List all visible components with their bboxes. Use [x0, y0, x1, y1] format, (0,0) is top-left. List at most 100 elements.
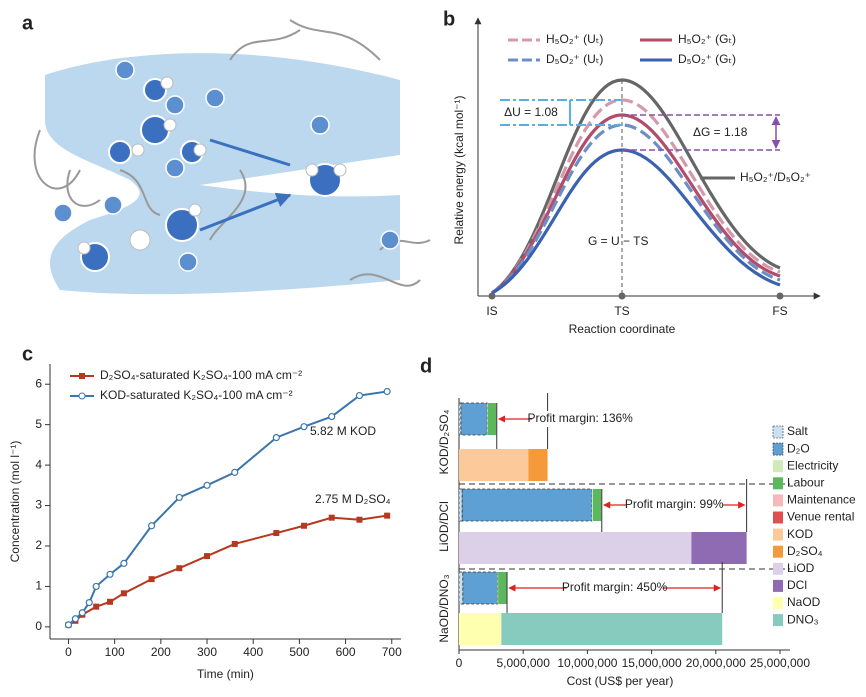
x-tick-label: 0 — [456, 656, 463, 670]
bar-segment — [459, 449, 529, 481]
x-tick-label: 100 — [105, 645, 125, 659]
bar-segment — [498, 572, 507, 604]
bar-segment — [459, 532, 692, 564]
marker — [148, 576, 155, 583]
marker — [383, 387, 391, 396]
legend-key — [773, 562, 783, 575]
y-tick-label: 0 — [35, 619, 42, 633]
marker — [273, 530, 280, 537]
margin-label: Profit margin: 136% — [527, 411, 633, 425]
y-tick-label: 4 — [35, 457, 42, 471]
bar-segment — [691, 532, 747, 564]
x-axis-title: Reaction coordinate — [569, 322, 676, 336]
y-tick-label: KOD/D₂SO₄ — [437, 409, 451, 474]
equation: G = U − TS — [588, 234, 648, 248]
marker — [328, 514, 335, 521]
x-tick-label: 700 — [382, 645, 402, 659]
x-axis-title: Time (min) — [197, 667, 254, 681]
legend-key — [773, 545, 783, 558]
legend-label: D₂O — [787, 441, 810, 455]
delta-u: ΔU = 1.08 — [504, 105, 558, 119]
margin-label: Profit margin: 450% — [562, 580, 668, 594]
panel-label: b — [443, 8, 455, 30]
gray-label: H₅O₂⁺/D₅O₂⁺ — [740, 170, 811, 184]
marker — [384, 512, 391, 519]
annotation: 5.82 M KOD — [310, 424, 376, 438]
x-tick-label: 25,000,000 — [750, 656, 810, 670]
legend-label: KOD-saturated K₂SO₄-100 mA cm⁻² — [100, 388, 293, 402]
bar-segment — [487, 403, 497, 435]
marker — [120, 559, 128, 567]
marker — [64, 621, 73, 629]
marker — [301, 522, 308, 529]
legend-label: Venue rental — [787, 510, 854, 524]
legend-key — [773, 460, 783, 473]
chains — [33, 19, 431, 287]
bar-segment — [459, 613, 502, 645]
marker — [204, 553, 211, 560]
legend-key — [772, 425, 784, 439]
y-tick-label: 3 — [35, 498, 42, 512]
y-axis-title: Relative energy (kcal mol⁻¹) — [452, 95, 466, 244]
x-tick-label: 300 — [197, 645, 217, 659]
legend-label: DCl — [787, 578, 807, 592]
bar-segment — [458, 488, 463, 522]
legend-key — [772, 442, 784, 456]
legend-key — [773, 477, 783, 490]
legend-label: D₂SO₄ — [787, 544, 823, 558]
marker — [231, 468, 239, 476]
x-tick-label: 600 — [336, 645, 356, 659]
x-tick-label: 15,000,000 — [622, 656, 682, 670]
bar-segment — [461, 488, 593, 522]
y-tick-label: 1 — [35, 579, 42, 593]
x-tick-label: 20,000,000 — [686, 656, 746, 670]
legend-key — [773, 494, 783, 507]
marker — [93, 603, 100, 610]
marker — [85, 599, 93, 607]
bar-segment — [592, 489, 602, 521]
x-tick-label: 0 — [65, 645, 72, 659]
marker — [175, 493, 183, 502]
series-line — [67, 390, 388, 626]
legend-label: H₅O₂⁺ (Uₜ) — [546, 32, 603, 46]
atoms — [77, 76, 347, 255]
legend-label: Labour — [787, 475, 824, 489]
marker — [356, 516, 363, 523]
bar-segment — [501, 613, 723, 645]
legend-label: LiOD — [787, 561, 815, 575]
marker — [231, 540, 238, 547]
legend-label: Electricity — [787, 458, 838, 472]
marker — [355, 391, 364, 400]
marker — [107, 598, 114, 605]
x-tick-label: 5,000,000 — [497, 656, 551, 670]
y-tick-label: 6 — [35, 376, 42, 390]
legend-key — [773, 614, 783, 627]
panel-label: c — [22, 343, 33, 365]
legend-label: NaOD — [787, 595, 821, 609]
bar-segment — [460, 402, 488, 436]
legend: H₅O₂⁺ (Uₜ) H₅O₂⁺ (Gₜ) D₅O₂⁺ (Uₜ) D₅O₂⁺ (… — [508, 32, 736, 66]
y-axis-title: Concentration (mol l⁻¹) — [8, 441, 22, 563]
legend-label: KOD — [787, 527, 813, 541]
panel-a: a — [22, 12, 431, 295]
marker — [148, 522, 156, 530]
margin-label-bg — [532, 411, 629, 427]
marker — [120, 590, 127, 597]
bar-segment — [458, 571, 464, 605]
legend-label: H₅O₂⁺ (Gₜ) — [678, 32, 736, 46]
marker — [176, 565, 183, 572]
x-tick-label: 200 — [151, 645, 171, 659]
x-axis-title: Cost (US$ per year) — [567, 674, 674, 688]
margin-label: Profit margin: 99% — [625, 497, 724, 511]
marker — [78, 609, 86, 617]
point-label: IS — [486, 304, 497, 318]
point-label: TS — [614, 304, 629, 318]
bar-segment — [591, 489, 593, 521]
bar-segment — [497, 572, 499, 604]
bar-segment — [528, 449, 548, 481]
legend-key — [773, 511, 783, 524]
marker — [106, 570, 114, 578]
legend-label: D₅O₂⁺ (Uₜ) — [546, 52, 603, 66]
delta-g: ΔG = 1.18 — [693, 125, 748, 139]
